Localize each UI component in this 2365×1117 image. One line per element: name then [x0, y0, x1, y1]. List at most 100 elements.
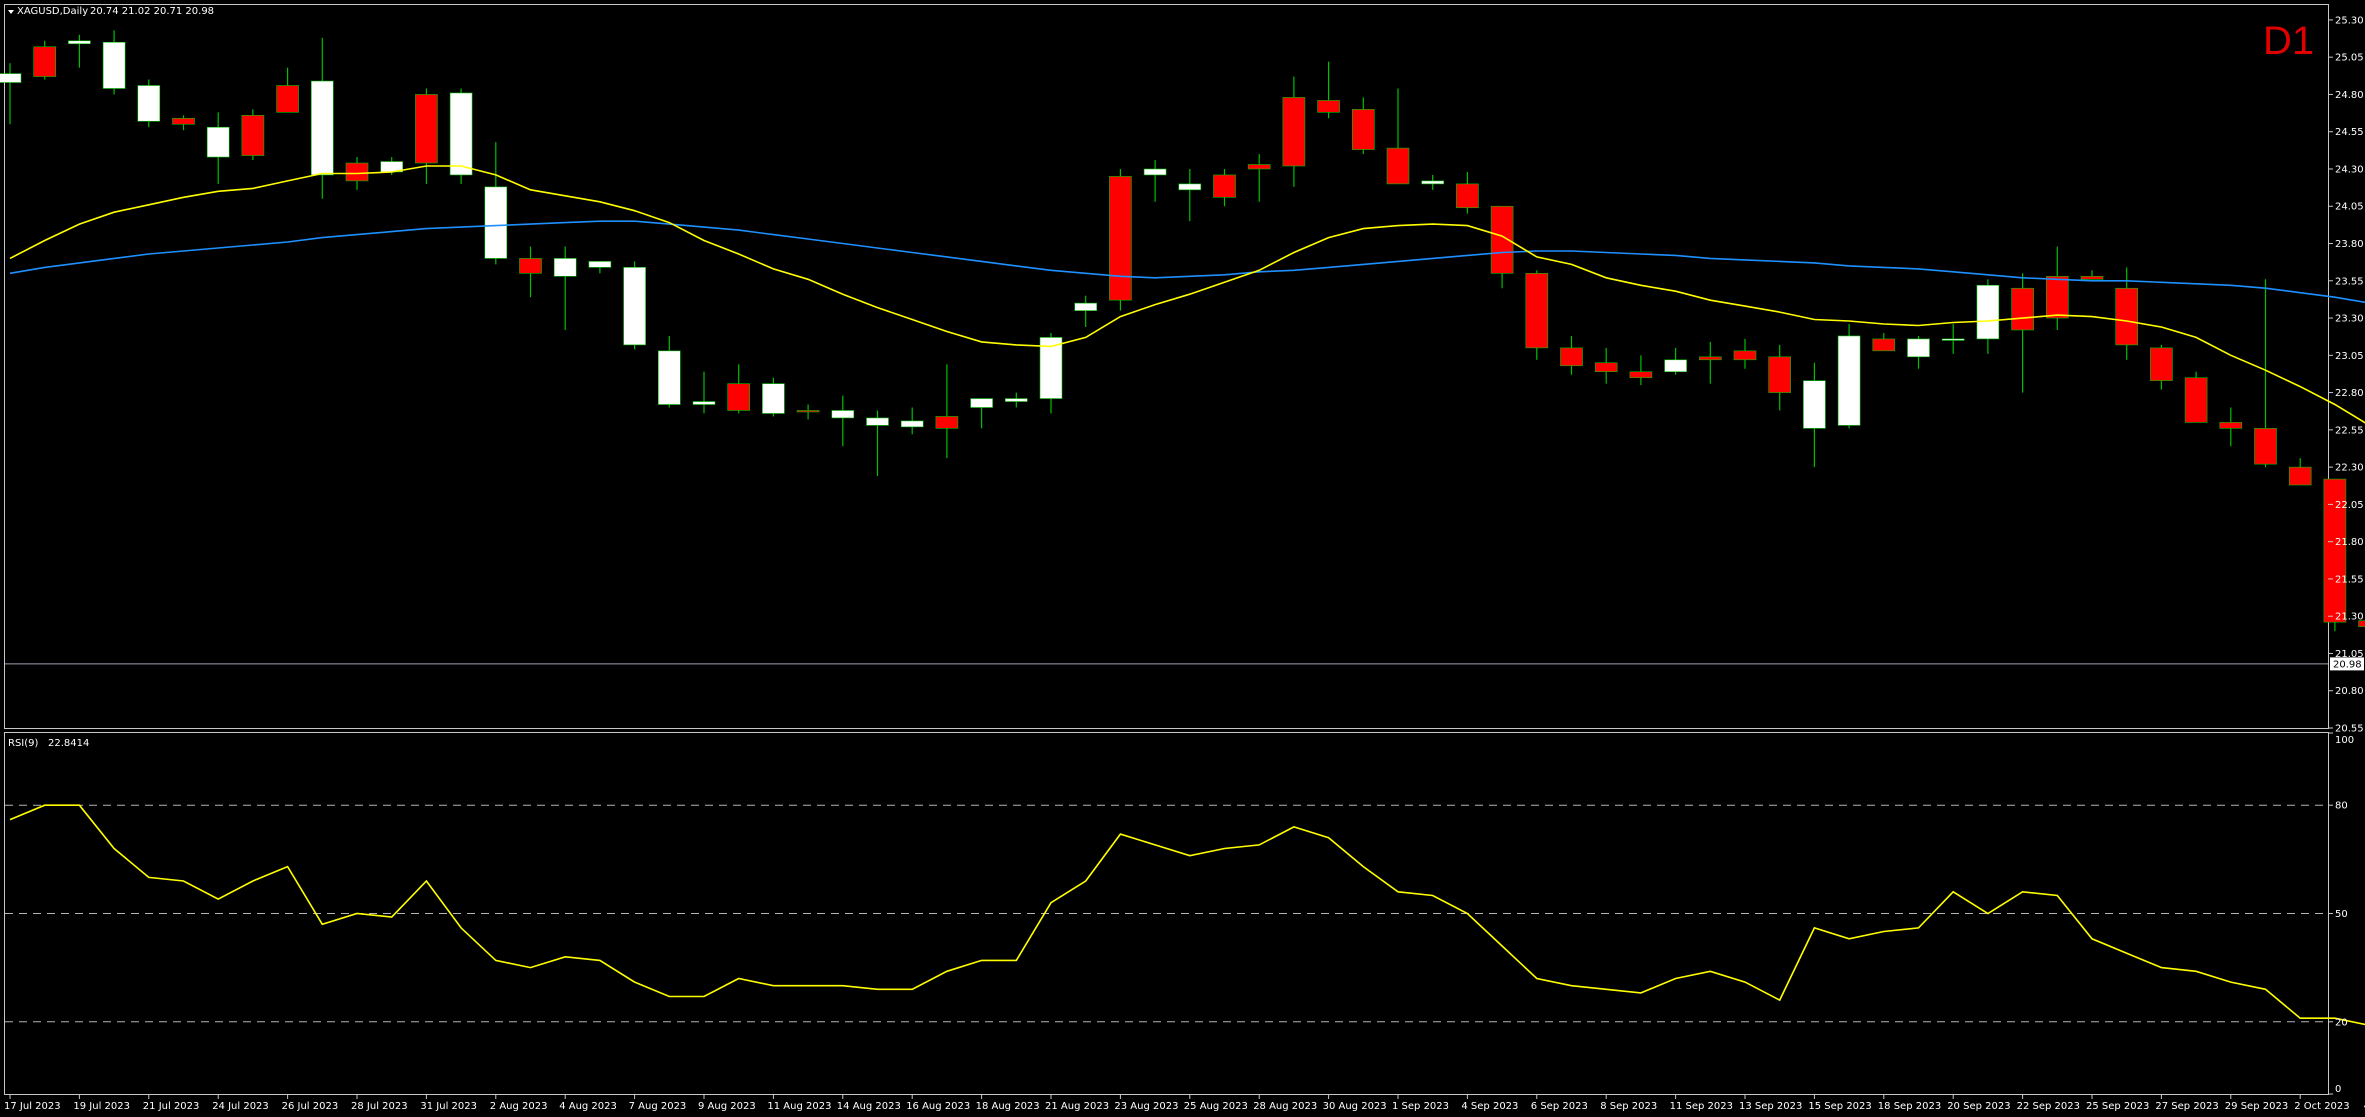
- candle: [1560, 335, 1583, 375]
- candle-body-bull: [137, 85, 161, 122]
- time-tick-label: 16 Aug 2023: [906, 1101, 970, 1112]
- price-axis: 25.30 25.05 24.80 24.55 24.30 24.05 23.80 23.55…: [2328, 15, 2364, 735]
- time-tick-label: 6 Sep 2023: [1531, 1101, 1588, 1112]
- candle: [1074, 295, 1097, 327]
- time-tick-label: 4 Sep 2023: [1461, 1101, 1518, 1112]
- candle-body-bull: [1837, 335, 1861, 426]
- candle: [1109, 168, 1132, 311]
- time-tick-label: 2 Aug 2023: [490, 1101, 548, 1112]
- candle-body-bull: [970, 398, 993, 408]
- candle: [1594, 347, 1618, 384]
- rsi-level-lines: [5, 804, 2328, 1023]
- time-tick-label: 20 Sep 2023: [1947, 1101, 2010, 1112]
- candle-body-bull: [1143, 168, 1167, 176]
- candle: [1490, 205, 1514, 289]
- candle: [1247, 154, 1271, 202]
- price-tick-label: 25.30: [2335, 15, 2364, 26]
- candle-body-bull: [831, 410, 855, 419]
- price-panel-frame: [4, 4, 2329, 729]
- candle: [206, 112, 230, 184]
- time-tick-label: 25 Sep 2023: [2086, 1101, 2149, 1112]
- candle: [1699, 341, 1722, 384]
- candle-body-bear: [2288, 466, 2312, 486]
- candle-body-bear: [2323, 478, 2347, 623]
- time-tick-label: 29 Sep 2023: [2225, 1101, 2288, 1112]
- price-tick-label: 22.80: [2335, 388, 2364, 399]
- candle-body-bull: [1421, 180, 1444, 185]
- ma-slow-line: [9, 220, 2365, 304]
- candle-body-bear: [1872, 338, 1896, 352]
- candle-body-bear: [1109, 176, 1132, 301]
- candle-body-bull: [449, 92, 473, 176]
- candle-body-bull: [866, 417, 889, 426]
- time-tick-label: 1 Sep 2023: [1392, 1101, 1449, 1112]
- candle-body-bull: [900, 420, 924, 428]
- time-axis: 17 Jul 2023 19 Jul 2023 21 Jul 2023 24 Jul …: [4, 1094, 2365, 1112]
- candle-body-bear: [33, 46, 57, 77]
- time-tick-label: 8 Sep 2023: [1600, 1101, 1657, 1112]
- candle-body-bear: [276, 85, 299, 113]
- candle-body-bear: [1352, 109, 1375, 150]
- candle-body-bear: [1456, 183, 1479, 209]
- time-tick-label: 18 Sep 2023: [1878, 1101, 1941, 1112]
- candle: [970, 398, 993, 429]
- candle: [692, 371, 716, 414]
- time-tick-label: 4 Aug 2023: [559, 1101, 617, 1112]
- rsi-tick-label: 50: [2335, 909, 2348, 920]
- candle-body-bear: [796, 410, 820, 413]
- candle-body-bear: [1594, 362, 1618, 373]
- candle-body-bear: [2115, 287, 2138, 346]
- candle: [2254, 279, 2277, 468]
- candle-body-bull: [310, 80, 334, 176]
- symbol-dropdown-icon[interactable]: [8, 10, 14, 14]
- time-tick-label: 11 Aug 2023: [767, 1101, 831, 1112]
- price-tick-label: 25.05: [2335, 53, 2364, 64]
- candle-body-bull: [68, 40, 91, 45]
- price-tag: 20.98: [2333, 659, 2362, 670]
- candle-body-bull: [102, 41, 126, 89]
- candle: [1907, 335, 1930, 369]
- candle: [553, 246, 577, 330]
- rsi-tick-label: 100: [2335, 735, 2354, 746]
- time-tick-label: 15 Sep 2023: [1808, 1101, 1871, 1112]
- candle: [657, 335, 681, 408]
- candle: [484, 142, 508, 265]
- candle: [762, 377, 785, 417]
- candle: [519, 246, 542, 298]
- price-tick-label: 22.30: [2335, 463, 2364, 474]
- candle: [1768, 344, 1791, 411]
- candle-body-bear: [1699, 356, 1722, 361]
- candle: [866, 410, 889, 477]
- candle-body-bear: [172, 117, 195, 125]
- candle: [1317, 61, 1340, 119]
- candle: [2184, 371, 2208, 423]
- candle: [1733, 338, 1757, 369]
- candle: [900, 407, 924, 435]
- candles-series: [0, 30, 2365, 632]
- rsi-header-label: RSI(9): [8, 738, 39, 749]
- candle-body-bull: [484, 186, 508, 259]
- candle: [1803, 362, 1826, 468]
- price-tick-label: 21.80: [2335, 537, 2364, 548]
- price-tick-label: 23.30: [2335, 314, 2364, 325]
- price-tick-label: 22.05: [2335, 500, 2364, 511]
- candle: [1213, 168, 1236, 207]
- candle-body-bull: [1941, 338, 1965, 341]
- price-tick-label: 21.30: [2335, 612, 2364, 623]
- candle: [241, 109, 265, 161]
- candle-body-bear: [1768, 356, 1791, 393]
- time-tick-label: 13 Sep 2023: [1739, 1101, 1802, 1112]
- candle: [1629, 355, 1653, 386]
- time-tick-label: 18 Aug 2023: [976, 1101, 1040, 1112]
- time-tick-label: 31 Jul 2023: [420, 1101, 477, 1112]
- time-tick-label: 7 Aug 2023: [629, 1101, 687, 1112]
- candle-body-bull: [1664, 359, 1687, 373]
- time-tick-label: 28 Jul 2023: [351, 1101, 408, 1112]
- rsi-tick-label: 0: [2335, 1084, 2341, 1095]
- rsi-header-value: 22.8414: [48, 738, 89, 749]
- candle-body-bull: [1074, 302, 1097, 311]
- time-tick-label: 19 Jul 2023: [73, 1101, 130, 1112]
- time-tick-label: 17 Jul 2023: [4, 1101, 61, 1112]
- price-tick-label: 22.55: [2335, 425, 2364, 436]
